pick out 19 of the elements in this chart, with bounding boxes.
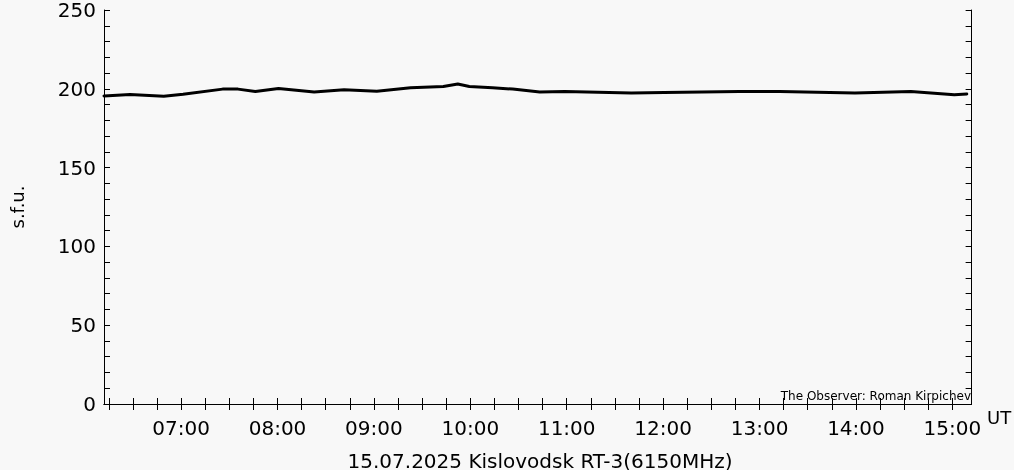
- y-tick-label: 50: [70, 313, 96, 338]
- x-tick-label: 09:00: [345, 416, 403, 440]
- x-tick-label: 07:00: [152, 416, 210, 440]
- y-tick-label: 250: [57, 0, 96, 22]
- y-tick-label: 150: [57, 155, 96, 180]
- x-tick-label: 13:00: [730, 416, 789, 440]
- y-tick-label: 200: [57, 76, 96, 101]
- x-tick-label: 12:00: [634, 416, 692, 440]
- y-tick-label: 100: [57, 234, 96, 259]
- x-tick-label: 14:00: [827, 416, 885, 440]
- x-tick-label: 15:00: [923, 416, 982, 440]
- x-tick-label: 11:00: [537, 416, 596, 440]
- y-tick-label: 0: [83, 392, 96, 416]
- y-axis-title: s.f.u.: [6, 185, 28, 229]
- text: 15.07.2025 Kislovodsk RT-3(6150MHz): [347, 449, 733, 470]
- x-tick-label: 10:00: [441, 416, 500, 440]
- annotation: The Observer: Roman Kirpichev: [779, 389, 972, 403]
- x-axis-title: UT: [987, 406, 1013, 428]
- x-tick-label: 08:00: [248, 416, 307, 440]
